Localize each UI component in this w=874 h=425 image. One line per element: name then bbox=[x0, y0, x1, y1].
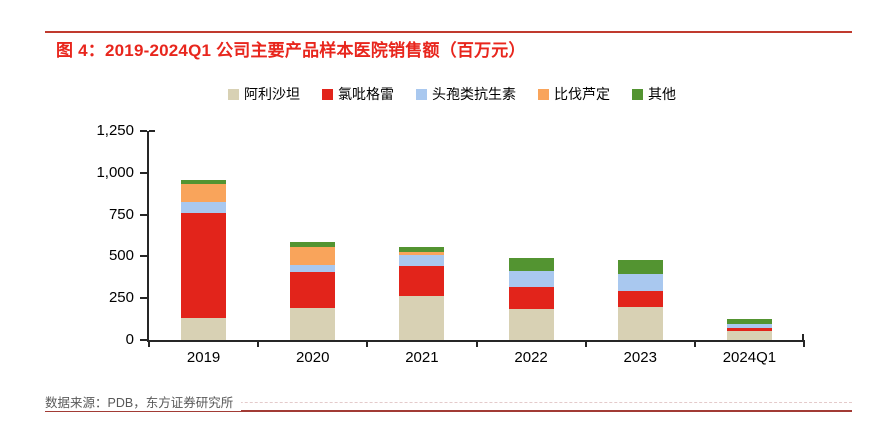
x-axis-category-label: 2019 bbox=[186, 349, 221, 366]
legend-swatch bbox=[538, 88, 549, 100]
y-axis-tick-label: 500 bbox=[108, 247, 134, 265]
bar-segment-氯吡格雷 bbox=[181, 212, 227, 319]
bar-segment-其他 bbox=[617, 259, 663, 274]
legend-item-阿利沙坦: 阿利沙坦 bbox=[228, 84, 300, 104]
x-axis-category-label: 2022 bbox=[514, 349, 548, 366]
bar-segment-阿利沙坦 bbox=[290, 308, 336, 340]
y-axis-tick bbox=[140, 297, 147, 300]
legend-item-其他: 其他 bbox=[632, 84, 676, 104]
x-axis-tick bbox=[584, 340, 587, 347]
y-axis-tick bbox=[140, 339, 147, 341]
bar-segment-其他 bbox=[726, 319, 772, 325]
legend-swatch bbox=[416, 88, 427, 100]
x-axis-end-tick bbox=[802, 334, 804, 340]
legend-label: 阿利沙坦 bbox=[244, 86, 300, 102]
x-axis-tick bbox=[475, 340, 478, 347]
top-red-rule bbox=[45, 31, 852, 33]
x-axis-category-label: 2021 bbox=[405, 349, 439, 366]
bar-segment-氯吡格雷 bbox=[508, 287, 554, 310]
bar-segment-头孢类抗生素 bbox=[399, 254, 445, 266]
stacked-bar-2022 bbox=[508, 131, 554, 340]
y-axis-top-tick bbox=[149, 130, 155, 132]
legend-swatch bbox=[632, 88, 643, 100]
source-note: 数据来源：PDB，东方证券研究所 bbox=[45, 392, 242, 411]
legend-item-比伐芦定: 比伐芦定 bbox=[538, 84, 610, 104]
legend-swatch bbox=[322, 88, 333, 100]
bar-segment-比伐芦定 bbox=[399, 252, 445, 255]
legend-label: 氯吡格雷 bbox=[338, 86, 394, 102]
bar-segment-头孢类抗生素 bbox=[508, 270, 554, 288]
x-axis-tick bbox=[693, 340, 696, 347]
bar-segment-阿利沙坦 bbox=[399, 295, 445, 340]
x-axis-tick bbox=[257, 340, 260, 347]
y-axis-tick-label: 750 bbox=[108, 205, 134, 223]
stacked-bar-2023 bbox=[617, 131, 663, 340]
x-axis-tick bbox=[803, 340, 805, 347]
bar-segment-阿利沙坦 bbox=[181, 318, 227, 340]
legend-label: 头孢类抗生素 bbox=[432, 86, 516, 102]
legend-item-头孢类抗生素: 头孢类抗生素 bbox=[416, 84, 516, 104]
stacked-bar-2020 bbox=[290, 131, 336, 340]
y-axis-tick-label: 250 bbox=[108, 289, 134, 307]
y-axis-tick-label: 1,000 bbox=[96, 163, 134, 181]
y-axis-tick bbox=[140, 130, 147, 132]
x-axis-category-label: 2023 bbox=[623, 349, 657, 366]
bar-segment-其他 bbox=[508, 258, 554, 271]
legend-swatch bbox=[228, 88, 239, 100]
x-axis-category-label: 2020 bbox=[296, 349, 330, 366]
legend-label: 其他 bbox=[648, 86, 676, 102]
bar-segment-氯吡格雷 bbox=[617, 290, 663, 307]
bar-segment-氯吡格雷 bbox=[399, 265, 445, 296]
bar-segment-头孢类抗生素 bbox=[181, 202, 227, 213]
y-axis-tick bbox=[140, 171, 147, 174]
chart-legend: 阿利沙坦 氯吡格雷 头孢类抗生素 比伐芦定 其他 bbox=[30, 84, 874, 104]
bar-segment-头孢类抗生素 bbox=[726, 324, 772, 328]
plot-area: 0 250 500 750 1,000 1,250 2019 2020 2021 2022 2023… bbox=[96, 122, 805, 366]
y-axis-tick bbox=[140, 213, 147, 216]
legend-label: 比伐芦定 bbox=[554, 86, 610, 102]
bar-segment-头孢类抗生素 bbox=[290, 264, 336, 273]
stacked-bar-2019 bbox=[181, 131, 227, 340]
bottom-red-rule bbox=[45, 410, 852, 412]
bar-segment-阿利沙坦 bbox=[617, 306, 663, 340]
stacked-bar-2024Q1 bbox=[726, 131, 772, 340]
x-axis-tick bbox=[366, 340, 369, 347]
bar-segment-阿利沙坦 bbox=[726, 330, 772, 340]
y-axis-tick bbox=[140, 255, 147, 258]
bar-segment-头孢类抗生素 bbox=[617, 273, 663, 291]
bar-segment-阿利沙坦 bbox=[508, 309, 554, 340]
bar-segment-比伐芦定 bbox=[290, 247, 336, 265]
footer-divider bbox=[45, 402, 852, 403]
bar-segment-比伐芦定 bbox=[181, 183, 227, 203]
figure-title: 图 4：2019-2024Q1 公司主要产品样本医院销售额（百万元） bbox=[56, 41, 526, 60]
x-axis-tick bbox=[148, 340, 150, 347]
bar-segment-氯吡格雷 bbox=[726, 327, 772, 331]
stacked-bar-2021 bbox=[399, 131, 445, 340]
bar-segment-氯吡格雷 bbox=[290, 272, 336, 309]
bar-segment-其他 bbox=[181, 180, 227, 184]
y-axis-tick-label: 0 bbox=[125, 331, 134, 348]
bar-segment-其他 bbox=[399, 247, 445, 253]
y-axis-tick-label: 1,250 bbox=[96, 122, 134, 139]
bar-segment-其他 bbox=[290, 242, 336, 248]
legend-item-氯吡格雷: 氯吡格雷 bbox=[322, 84, 394, 104]
x-axis-category-label: 2024Q1 bbox=[722, 349, 777, 366]
